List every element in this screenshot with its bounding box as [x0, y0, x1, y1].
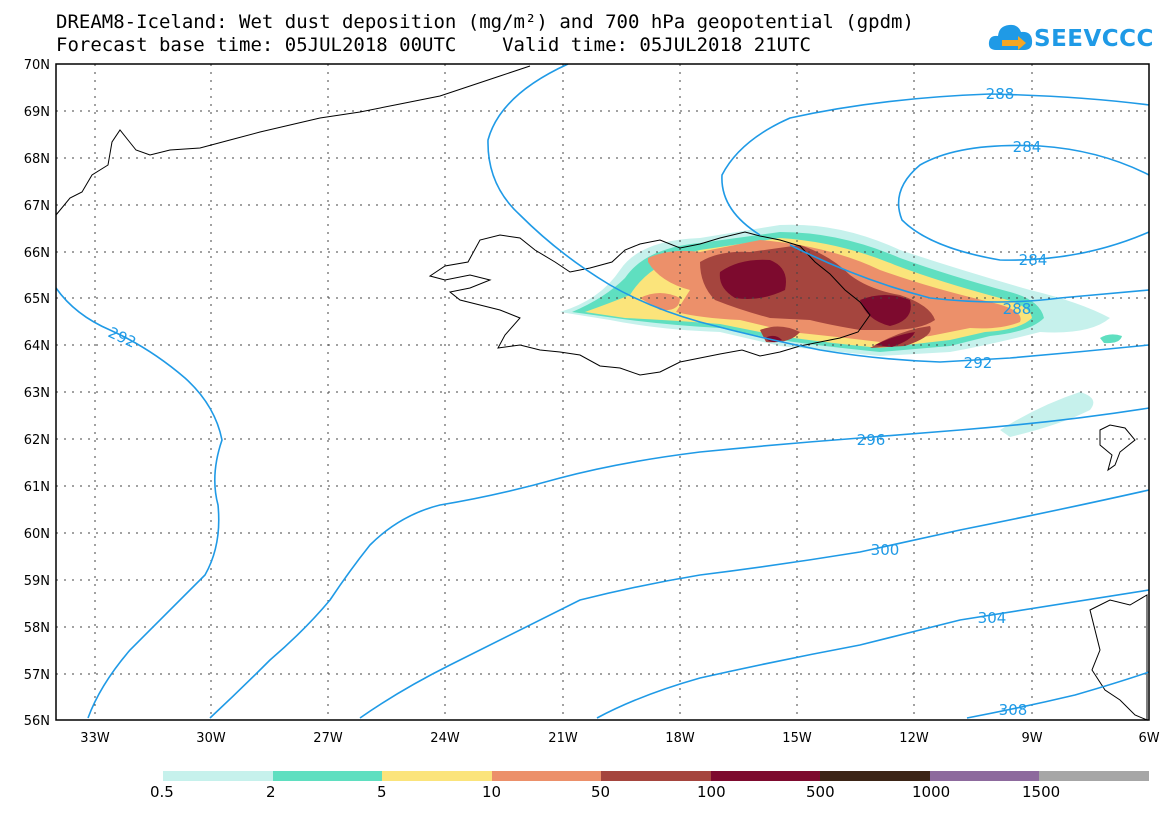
- contour-label: 288: [1003, 300, 1032, 318]
- legend-swatch: [382, 771, 492, 781]
- lon-label: 6W: [1138, 731, 1159, 746]
- lat-label: 58N: [24, 621, 50, 636]
- legend-label: 1500: [1022, 783, 1061, 801]
- legend-swatch: [1039, 771, 1149, 781]
- lon-label: 30W: [196, 731, 226, 746]
- forecast-times: Forecast base time: 05JUL2018 00UTC Vali…: [56, 34, 811, 56]
- lat-label: 68N: [24, 152, 50, 167]
- lat-label: 62N: [24, 433, 50, 448]
- cloud-logo-icon: [988, 24, 1033, 50]
- lat-label: 70N: [24, 58, 50, 73]
- contour-label: 288: [986, 85, 1015, 103]
- legend-swatch: [272, 771, 382, 781]
- legend-label: 2: [266, 783, 276, 801]
- legend-label: 100: [697, 783, 726, 801]
- lon-label: 21W: [548, 731, 578, 746]
- lat-label: 64N: [24, 339, 50, 354]
- legend-swatch: [929, 771, 1039, 781]
- legend-label: 10: [482, 783, 502, 801]
- contour-label: 292: [964, 354, 993, 372]
- color-legend: [163, 771, 1149, 781]
- lon-label: 24W: [430, 731, 460, 746]
- lat-label: 61N: [24, 480, 50, 495]
- geopotential-contours: [55, 63, 1150, 719]
- coastlines: [55, 65, 1148, 721]
- legend-label: 50: [591, 783, 611, 801]
- lat-label: 63N: [24, 386, 50, 401]
- lon-label: 12W: [899, 731, 929, 746]
- contour-label: 304: [978, 609, 1007, 627]
- dust-deposition-fields: [560, 224, 1122, 437]
- graticule: [56, 64, 1149, 720]
- lat-label: 60N: [24, 527, 50, 542]
- longitude-axis: 33W 30W 27W 24W 21W 18W 15W 12W 9W 6W: [80, 731, 1159, 746]
- contour-label: 292: [105, 323, 139, 351]
- lat-label: 69N: [24, 105, 50, 120]
- contour-label: 284: [1013, 138, 1042, 156]
- legend-label: 5: [377, 783, 387, 801]
- legend-label: 500: [806, 783, 835, 801]
- contour-label: 300: [871, 541, 900, 559]
- contour-label: 308: [999, 701, 1028, 719]
- contour-label: 284: [1019, 251, 1048, 269]
- lon-label: 18W: [665, 731, 695, 746]
- legend-swatch: [163, 771, 273, 781]
- lat-label: 67N: [24, 199, 50, 214]
- latitude-axis: 70N 69N 68N 67N 66N 65N 64N 63N 62N 61N …: [24, 58, 50, 729]
- legend-swatch: [601, 771, 711, 781]
- lon-label: 15W: [782, 731, 812, 746]
- legend-label: 0.5: [150, 783, 174, 801]
- contour-label: 296: [857, 431, 886, 449]
- lat-label: 65N: [24, 292, 50, 307]
- lat-label: 59N: [24, 574, 50, 589]
- legend-swatch: [491, 771, 601, 781]
- lat-label: 66N: [24, 246, 50, 261]
- legend-swatch: [710, 771, 820, 781]
- logo-text: SEEVCCC: [1034, 26, 1154, 52]
- lon-label: 33W: [80, 731, 110, 746]
- lon-label: 27W: [313, 731, 343, 746]
- seevccc-logo: SEEVCCC: [988, 18, 1153, 60]
- legend-swatch: [820, 771, 930, 781]
- contour-labels: 288 284 284 288 292 292 296 300 304 308: [105, 85, 1047, 719]
- map-frame: [55, 63, 1150, 721]
- lat-label: 57N: [24, 668, 50, 683]
- lat-label: 56N: [24, 714, 50, 729]
- map-title: DREAM8-Iceland: Wet dust deposition (mg/…: [56, 11, 914, 33]
- legend-label: 1000: [912, 783, 951, 801]
- lon-label: 9W: [1021, 731, 1042, 746]
